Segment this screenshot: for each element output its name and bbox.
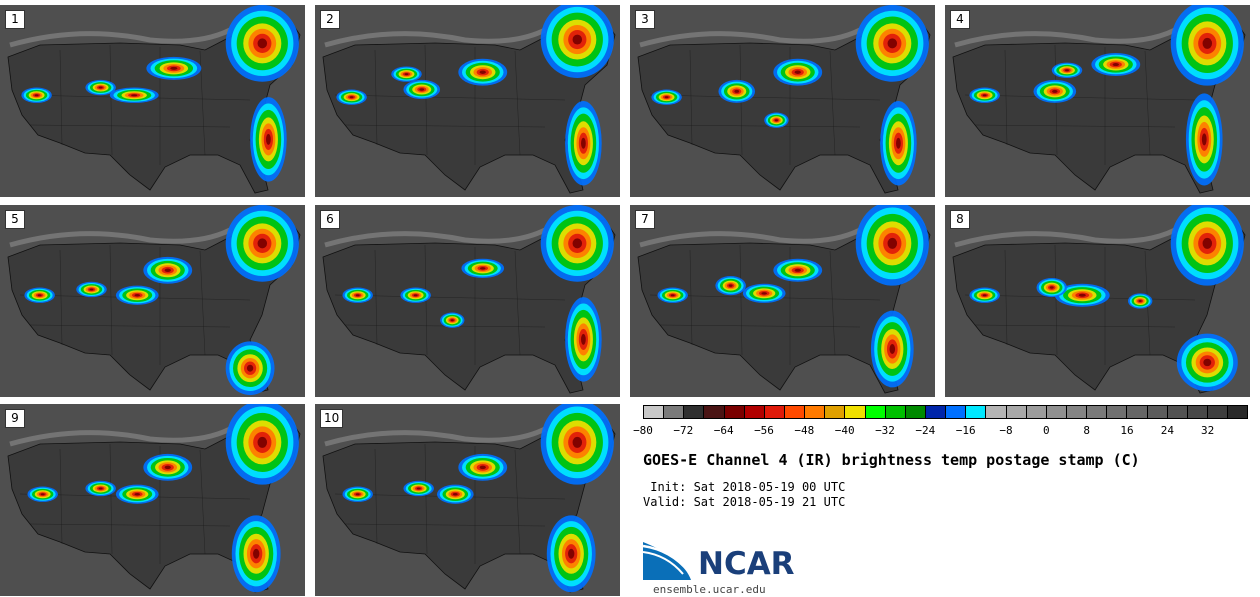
- satellite-map: [630, 5, 935, 197]
- satellite-map: [315, 205, 620, 397]
- colorbar-tick-label: −8: [999, 424, 1013, 437]
- colorbar-tick-label: 8: [1083, 424, 1090, 437]
- colorbar-tick-label: 16: [1120, 424, 1134, 437]
- stamp-panel: 9: [0, 404, 305, 596]
- colorbar-cell: [664, 406, 685, 418]
- colorbar-cell: [1046, 406, 1067, 418]
- colorbar-tick-label: 0: [1043, 424, 1050, 437]
- colorbar-tick-label: −56: [754, 424, 774, 437]
- satellite-map: [0, 5, 305, 197]
- site-url[interactable]: ensemble.ucar.edu: [653, 583, 766, 596]
- init-time: Init: Sat 2018-05-19 00 UTC: [643, 480, 846, 494]
- satellite-map: [945, 205, 1250, 397]
- member-label: 8: [950, 210, 970, 229]
- figure-title: GOES-E Channel 4 (IR) brightness temp po…: [643, 451, 1140, 469]
- member-label: 6: [320, 210, 340, 229]
- satellite-map: [0, 404, 305, 596]
- colorbar-cell: [704, 406, 725, 418]
- stamp-panel: 8: [945, 205, 1250, 397]
- colorbar-cell: [1107, 406, 1128, 418]
- colorbar-cell: [925, 406, 947, 418]
- stamp-panel: 6: [315, 205, 620, 397]
- stamp-panel: 3: [630, 5, 935, 197]
- colorbar-tick-label: −24: [915, 424, 936, 437]
- colorbar-tick-label: −48: [794, 424, 815, 437]
- temperature-colorbar: [643, 405, 1248, 419]
- colorbar-cell: [1228, 406, 1248, 418]
- colorbar-cell: [644, 406, 665, 418]
- colorbar-cell: [1147, 406, 1168, 418]
- colorbar-cell: [885, 406, 906, 418]
- colorbar-cell: [966, 406, 987, 418]
- stamp-panel: 5: [0, 205, 305, 397]
- satellite-map: [630, 205, 935, 397]
- colorbar-cell: [946, 406, 967, 418]
- valid-time: Valid: Sat 2018-05-19 21 UTC: [643, 495, 846, 509]
- stamp-panel: 2: [315, 5, 620, 197]
- colorbar-tick-label: −40: [834, 424, 855, 437]
- member-label: 7: [635, 210, 655, 229]
- stamp-panel: 1: [0, 5, 305, 197]
- ncar-wordmark: NCAR: [698, 546, 795, 582]
- member-label: 1: [5, 10, 25, 29]
- colorbar-cell: [744, 406, 765, 418]
- colorbar-tick-label: −16: [955, 424, 976, 437]
- colorbar-cell: [1127, 406, 1148, 418]
- member-label: 2: [320, 10, 340, 29]
- colorbar-cell: [784, 406, 806, 418]
- satellite-map: [315, 404, 620, 596]
- colorbar-cell: [1187, 406, 1208, 418]
- colorbar-tick-label: 24: [1160, 424, 1174, 437]
- stamp-panel: 10: [315, 404, 620, 596]
- colorbar-cell: [1026, 406, 1047, 418]
- colorbar-tick-label: 32: [1201, 424, 1215, 437]
- stamp-panel: 7: [630, 205, 935, 397]
- colorbar-tick-label: −32: [875, 424, 895, 437]
- colorbar-cell: [1006, 406, 1027, 418]
- colorbar-cell: [764, 406, 785, 418]
- colorbar-cell: [805, 406, 826, 418]
- colorbar-cell: [1167, 406, 1188, 418]
- colorbar-cell: [724, 406, 745, 418]
- satellite-map: [0, 205, 305, 397]
- member-label: 4: [950, 10, 970, 29]
- colorbar-cell: [905, 406, 926, 418]
- colorbar-cell: [1207, 406, 1229, 418]
- colorbar-cell: [684, 406, 705, 418]
- member-label: 5: [5, 210, 25, 229]
- colorbar-tick-label: −80: [633, 424, 653, 437]
- ncar-logo-icon: [643, 542, 691, 580]
- satellite-map: [315, 5, 620, 197]
- member-label: 10: [320, 409, 344, 428]
- stamp-panel: 4: [945, 5, 1250, 197]
- colorbar-cell: [1087, 406, 1108, 418]
- member-label: 3: [635, 10, 655, 29]
- colorbar-tick-label: −64: [713, 424, 734, 437]
- colorbar-cell: [845, 406, 866, 418]
- satellite-map: [945, 5, 1250, 197]
- colorbar-tick-labels: −80 −72 −64 −56 −48 −40 −32 −24 −16 −8 0 8 16 24 32: [633, 424, 1248, 440]
- colorbar-cell: [825, 406, 846, 418]
- colorbar-cell: [986, 406, 1007, 418]
- colorbar-tick-label: −72: [673, 424, 694, 437]
- member-label: 9: [5, 409, 25, 428]
- colorbar-cell: [1066, 406, 1088, 418]
- colorbar-cell: [865, 406, 886, 418]
